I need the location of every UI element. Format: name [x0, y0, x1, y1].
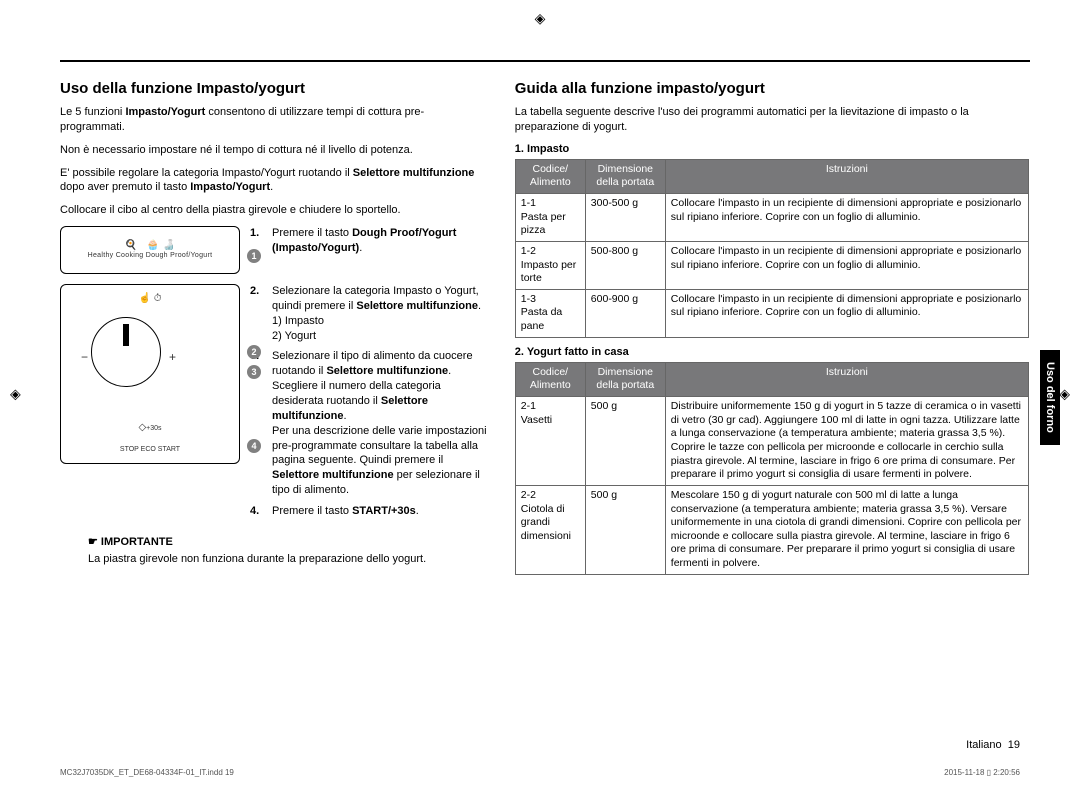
- panel-step-2-4: ☝ ⏱ − + ◇+30s STOP ECO START 2 3 4 2. Se…: [60, 284, 487, 525]
- step-item: 1. Premere il tasto Dough Proof/Yogurt (…: [250, 226, 487, 256]
- control-panel-icon: ☝ ⏱ − + ◇+30s STOP ECO START 2 3 4: [60, 284, 240, 464]
- cell-dimension: 500 g: [585, 485, 665, 574]
- important-label: ☛ IMPORTANTE: [88, 535, 487, 548]
- th-instr: Istruzioni: [665, 159, 1028, 193]
- panel-label: 🍳 🧁 🍶 Healthy Cooking Dough Proof/Yogurt: [88, 240, 213, 260]
- yogurt-table: Codice/ Alimento Dimensione della portat…: [515, 362, 1029, 575]
- important-text: La piastra girevole non funziona durante…: [88, 552, 487, 567]
- step-text: Premere il tasto START/+30s.: [272, 504, 487, 519]
- crop-mark: ◈: [535, 10, 546, 27]
- table-row: 1-3 Pasta da pane600-900 gCollocare l'im…: [515, 289, 1028, 337]
- step-text: Selezionare la categoria Impasto o Yogur…: [272, 284, 487, 343]
- content-columns: Uso della funzione Impasto/yogurt Le 5 f…: [60, 80, 1030, 575]
- intro-paragraph: La tabella seguente descrive l'uso dei p…: [515, 105, 1029, 135]
- table-subhead: 2. Yogurt fatto in casa: [515, 346, 1029, 358]
- callout-badge: 3: [247, 365, 261, 379]
- callout-badge: 2: [247, 345, 261, 359]
- cell-dimension: 600-900 g: [585, 289, 665, 337]
- callout-badge: 4: [247, 439, 261, 453]
- print-timestamp: 2015-11-18 ▯ 2:20:56: [944, 768, 1020, 777]
- cell-code: 1-1 Pasta per pizza: [515, 193, 585, 241]
- section-title: Guida alla funzione impasto/yogurt: [515, 80, 1029, 97]
- th-code: Codice/ Alimento: [515, 159, 585, 193]
- cell-instructions: Distribuire uniformemente 150 g di yogur…: [665, 397, 1028, 486]
- cell-code: 1-3 Pasta da pane: [515, 289, 585, 337]
- panel-step-1: 🍳 🧁 🍶 Healthy Cooking Dough Proof/Yogurt…: [60, 226, 487, 274]
- th-instr: Istruzioni: [665, 362, 1028, 396]
- intro-paragraph: Collocare il cibo al centro della piastr…: [60, 203, 487, 218]
- step-text: Selezionare il tipo di alimento da cuoce…: [272, 349, 487, 497]
- left-column: Uso della funzione Impasto/yogurt Le 5 f…: [60, 80, 487, 575]
- cell-instructions: Mescolare 150 g di yogurt naturale con 5…: [665, 485, 1028, 574]
- table-row: 1-1 Pasta per pizza300-500 gCollocare l'…: [515, 193, 1028, 241]
- cell-instructions: Collocare l'impasto in un recipiente di …: [665, 289, 1028, 337]
- table-row: 2-2 Ciotola di grandi dimensioni500 gMes…: [515, 485, 1028, 574]
- cell-dimension: 500-800 g: [585, 241, 665, 289]
- step-text: Premere il tasto Dough Proof/Yogurt (Imp…: [272, 226, 487, 256]
- step-item: 4. Premere il tasto START/+30s.: [250, 504, 487, 519]
- intro-paragraph: E' possibile regolare la categoria Impas…: [60, 166, 487, 196]
- cell-instructions: Collocare l'impasto in un recipiente di …: [665, 193, 1028, 241]
- page-footer: Italiano 19: [966, 739, 1020, 751]
- intro-paragraph: Non è necessario impostare né il tempo d…: [60, 143, 487, 158]
- print-footer: MC32J7035DK_ET_DE68-04334F-01_IT.indd 19…: [60, 768, 1020, 777]
- callout-badge: 1: [247, 249, 261, 263]
- right-column: Guida alla funzione impasto/yogurt La ta…: [515, 80, 1029, 575]
- display-panel-icon: 🍳 🧁 🍶 Healthy Cooking Dough Proof/Yogurt…: [60, 226, 240, 274]
- cell-code: 1-2 Impasto per torte: [515, 241, 585, 289]
- step-item: 2. Selezionare la categoria Impasto o Yo…: [250, 284, 487, 343]
- th-code: Codice/ Alimento: [515, 362, 585, 396]
- panel-bottom-labels: STOP ECO START: [61, 446, 239, 453]
- crop-mark: ◈: [10, 385, 21, 402]
- th-dim: Dimensione della portata: [585, 362, 665, 396]
- print-file: MC32J7035DK_ET_DE68-04334F-01_IT.indd 19: [60, 768, 234, 777]
- dial-icon: [91, 317, 161, 387]
- top-rule: [60, 60, 1030, 62]
- crop-mark: ◈: [1059, 385, 1070, 402]
- cell-instructions: Collocare l'impasto in un recipiente di …: [665, 241, 1028, 289]
- table-subhead: 1. Impasto: [515, 143, 1029, 155]
- section-title: Uso della funzione Impasto/yogurt: [60, 80, 487, 97]
- impasto-table: Codice/ Alimento Dimensione della portat…: [515, 159, 1029, 338]
- th-dim: Dimensione della portata: [585, 159, 665, 193]
- cell-code: 2-1 Vasetti: [515, 397, 585, 486]
- table-row: 1-2 Impasto per torte500-800 gCollocare …: [515, 241, 1028, 289]
- cell-dimension: 500 g: [585, 397, 665, 486]
- cell-code: 2-2 Ciotola di grandi dimensioni: [515, 485, 585, 574]
- cell-dimension: 300-500 g: [585, 193, 665, 241]
- step-item: 3. Selezionare il tipo di alimento da cu…: [250, 349, 487, 497]
- table-row: 2-1 Vasetti500 gDistribuire uniformement…: [515, 397, 1028, 486]
- side-tab: Uso del forno: [1040, 350, 1060, 445]
- intro-paragraph: Le 5 funzioni Impasto/Yogurt consentono …: [60, 105, 487, 135]
